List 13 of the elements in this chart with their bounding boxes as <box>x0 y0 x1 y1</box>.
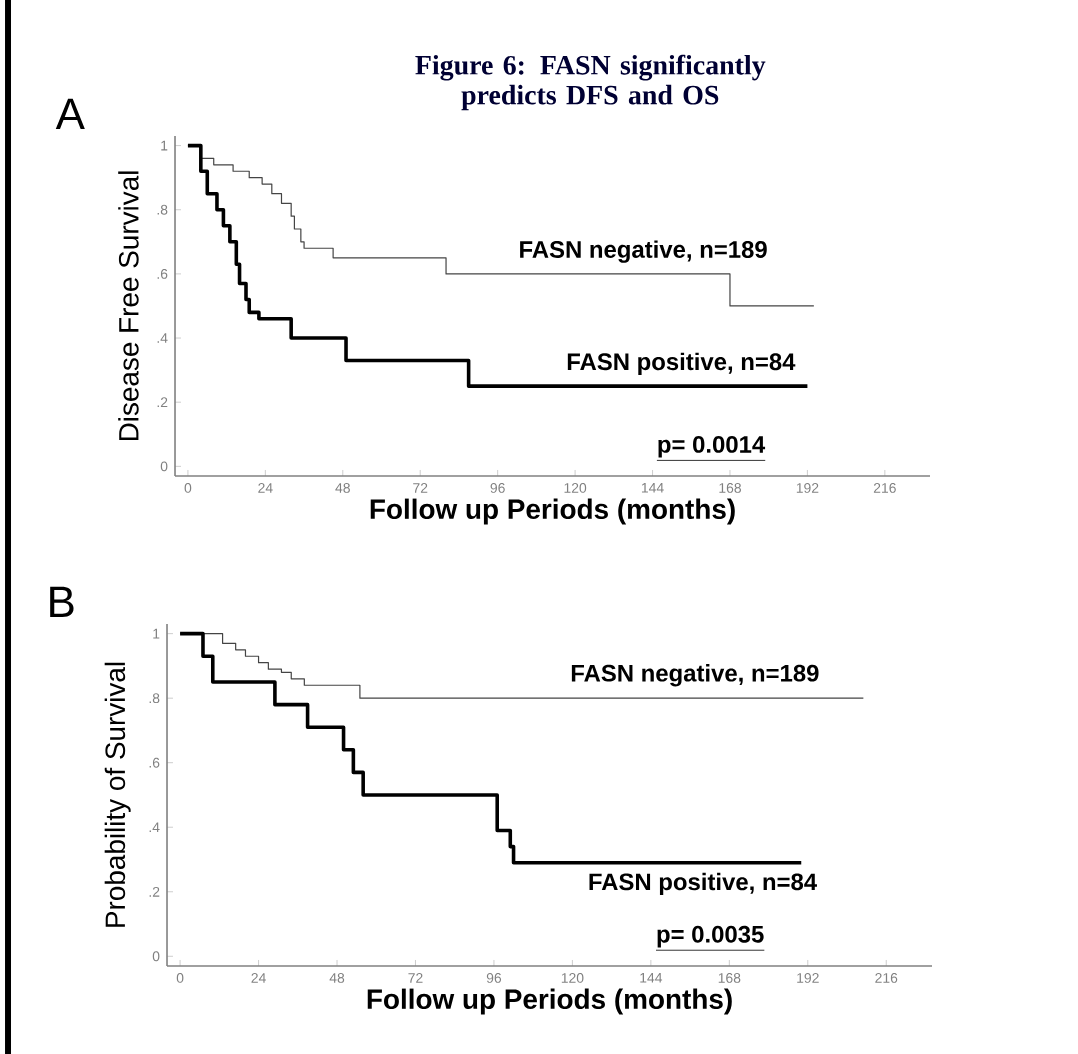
annotation: p= 0.0014 <box>658 435 766 458</box>
x-axis-title: Follow up Periods (months) <box>367 988 732 1015</box>
y-axis-title: Disease Free Survival <box>118 171 139 441</box>
series-label: FASN negative, n=189 <box>571 664 819 687</box>
x-axis-title: Follow up Periods (months) <box>370 498 735 525</box>
text: B <box>50 586 74 617</box>
series-label: FASN negative, n=189 <box>520 240 767 263</box>
chart-title: Figure 6: FASN significantly predicts DFS and OS <box>415 54 766 111</box>
text: A <box>55 98 85 129</box>
series-label: FASN positive, n=84 <box>567 352 796 375</box>
series-label: FASN positive, n=84 <box>589 872 817 896</box>
y-axis-title: Probability of Survival <box>104 662 131 927</box>
annotation: p= 0.0035 <box>657 925 764 948</box>
